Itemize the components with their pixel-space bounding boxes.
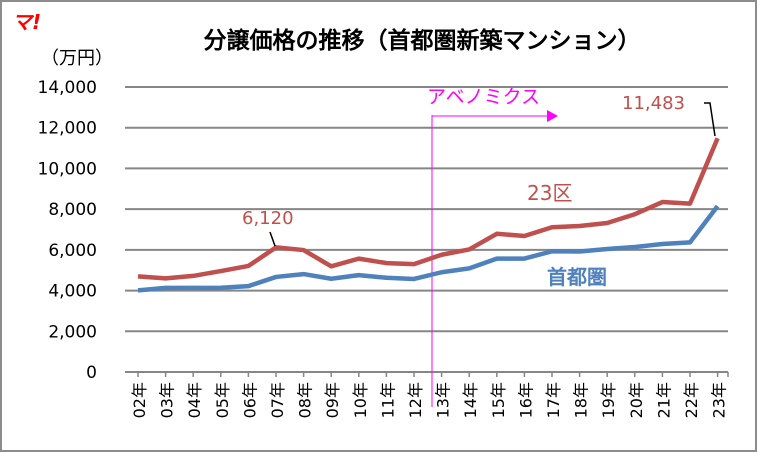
data-label-leader <box>704 102 716 137</box>
data-label-leader <box>269 231 276 247</box>
chart-title: 分譲価格の推移（首都圏新築マンション） <box>204 27 641 54</box>
x-tick-label: 04年 <box>185 382 204 418</box>
x-tick-label: 05年 <box>213 382 232 418</box>
x-tick-label: 19年 <box>599 382 618 418</box>
series-label-23ku: 23区 <box>527 181 572 205</box>
x-tick-label: 10年 <box>351 382 370 418</box>
x-tick-label: 22年 <box>682 382 701 418</box>
x-tick-label: 20年 <box>627 382 646 418</box>
x-tick-label: 23年 <box>710 382 729 418</box>
x-tick-label: 15年 <box>489 382 508 418</box>
series-line-0 <box>137 137 720 281</box>
y-tick-label: 8,000 <box>48 200 97 220</box>
x-tick-label: 12年 <box>406 382 425 418</box>
x-tick-label: 06年 <box>240 382 259 418</box>
y-tick-label: 2,000 <box>48 322 97 342</box>
data-label: 11,483 <box>622 93 685 114</box>
x-tick-label: 14年 <box>461 382 480 418</box>
y-tick-label: 10,000 <box>38 159 97 179</box>
series-line-1 <box>137 204 720 293</box>
x-tick-label: 02年 <box>130 382 149 418</box>
y-tick-label: 14,000 <box>38 78 97 98</box>
x-tick-label: 03年 <box>158 382 177 418</box>
x-tick-label: 17年 <box>544 382 563 418</box>
x-tick-label: 13年 <box>434 382 453 418</box>
y-tick-label: 0 <box>86 363 97 383</box>
y-tick-label: 6,000 <box>48 241 97 261</box>
abenomics-label: アベノミクス <box>427 86 540 108</box>
series-label-shutoken: 首都圏 <box>547 265 607 289</box>
x-tick-label: 09年 <box>323 382 342 418</box>
logo: マ! <box>12 10 41 34</box>
y-tick-label: 4,000 <box>48 282 97 302</box>
x-tick-label: 11年 <box>378 382 397 418</box>
y-tick-label: 12,000 <box>38 119 97 139</box>
data-label: 6,120 <box>242 208 294 229</box>
x-tick-label: 08年 <box>296 382 315 418</box>
x-tick-label: 21年 <box>654 382 673 418</box>
abenomics-arrowhead <box>547 110 558 122</box>
x-tick-label: 18年 <box>572 382 591 418</box>
x-tick-label: 16年 <box>516 382 535 418</box>
y-axis-unit: （万円） <box>41 48 113 69</box>
x-tick-label: 07年 <box>268 382 287 418</box>
